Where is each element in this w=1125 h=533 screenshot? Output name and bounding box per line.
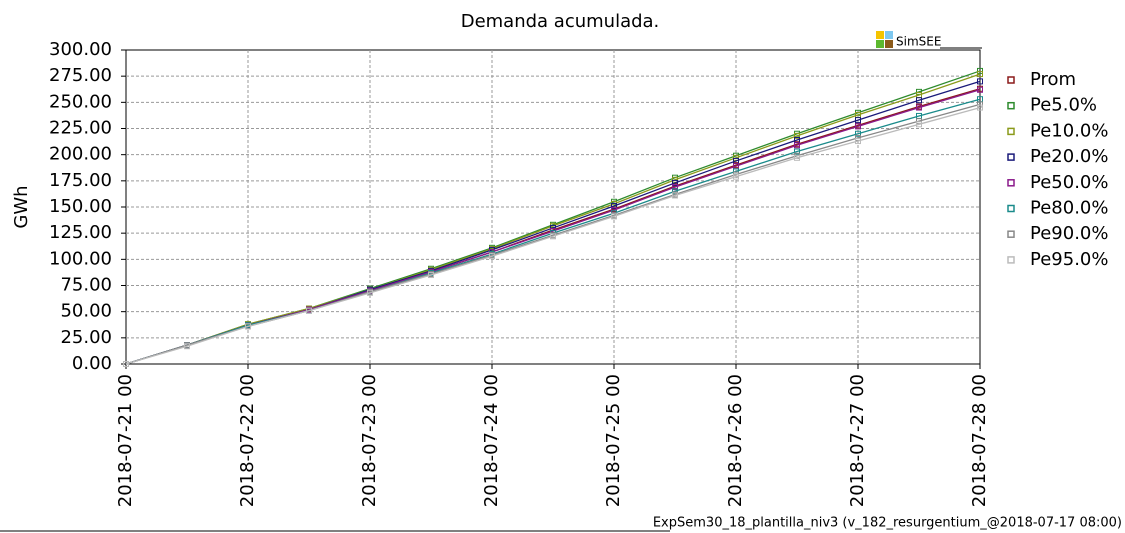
y-tick-label: 150.00	[49, 196, 112, 217]
legend-label: Pe20.0%	[1030, 146, 1108, 167]
point-marker	[611, 213, 617, 220]
series-line	[125, 70, 981, 365]
point-marker	[855, 117, 861, 124]
logo-square	[876, 31, 884, 39]
logo-square	[885, 40, 893, 48]
y-tick-label: 225.00	[49, 118, 112, 139]
legend-marker	[1007, 101, 1015, 110]
point-marker	[855, 138, 861, 145]
point-marker	[245, 323, 251, 330]
point-marker	[794, 154, 800, 161]
point-marker	[977, 101, 983, 108]
point-marker	[672, 192, 678, 199]
y-tick-label: 50.00	[60, 301, 112, 322]
point-marker	[916, 121, 922, 128]
y-tick-label: 25.00	[60, 327, 112, 348]
point-marker	[123, 361, 129, 367]
point-marker	[489, 253, 495, 260]
point-marker	[977, 104, 983, 111]
x-tick-label: 2018-07-26 00	[725, 374, 746, 507]
legend-label: Pe5.0%	[1030, 95, 1097, 116]
point-marker	[672, 179, 678, 186]
point-marker	[794, 132, 800, 139]
logo-square	[885, 31, 893, 39]
point-marker	[672, 184, 678, 191]
legend-label: Pe80.0%	[1030, 198, 1108, 219]
legend-label: Pe95.0%	[1030, 249, 1108, 270]
legend-label: Pe90.0%	[1030, 223, 1108, 244]
legend-label: Prom	[1030, 69, 1076, 90]
footer: ExpSem30_18_plantilla_niv3 (v_182_resurg…	[653, 516, 1122, 531]
point-marker	[977, 86, 983, 93]
point-marker	[794, 142, 800, 149]
legend-label: Pe10.0%	[1030, 120, 1108, 141]
point-marker	[916, 104, 922, 111]
y-tick-label: 250.00	[49, 91, 112, 112]
x-tick-label: 2018-07-23 00	[359, 374, 380, 507]
x-tick-label: 2018-07-27 00	[847, 374, 868, 507]
y-tick-label: 125.00	[49, 222, 112, 243]
x-tick-label: 2018-07-25 00	[603, 374, 624, 507]
logo-text: SimSEE	[896, 35, 941, 49]
x-tick-label: 2018-07-24 00	[481, 374, 502, 507]
series-line	[125, 106, 981, 365]
logo-square	[876, 40, 884, 48]
legend-label: Pe50.0%	[1030, 172, 1108, 193]
x-tick-label: 2018-07-28 00	[969, 374, 990, 507]
point-marker	[794, 148, 800, 155]
logo: SimSEE	[876, 31, 982, 49]
y-tick-label: 200.00	[49, 144, 112, 165]
point-marker	[733, 173, 739, 180]
y-tick-label: 300.00	[49, 39, 112, 60]
point-marker	[916, 97, 922, 104]
point-marker	[855, 123, 861, 130]
y-axis-label: GWh	[11, 185, 32, 228]
point-marker	[184, 343, 190, 350]
point-marker	[550, 233, 556, 240]
y-tick-label: 0.00	[72, 353, 112, 374]
series-line	[125, 73, 981, 365]
point-marker	[977, 71, 983, 78]
point-marker	[855, 130, 861, 137]
y-tick-label: 275.00	[49, 65, 112, 86]
point-marker	[977, 67, 983, 74]
point-marker	[306, 307, 312, 314]
point-marker	[611, 202, 617, 209]
legend-marker	[1007, 230, 1015, 238]
chart-title: Demanda acumulada.	[461, 11, 660, 32]
legend-marker	[1007, 256, 1015, 264]
point-marker	[428, 272, 434, 279]
y-tick-label: 75.00	[60, 275, 112, 296]
legend-marker	[1007, 127, 1015, 136]
y-tick-label: 100.00	[49, 248, 112, 269]
x-tick-label: 2018-07-22 00	[237, 374, 258, 507]
x-tick-label: 2018-07-21 00	[115, 374, 136, 507]
legend-marker	[1007, 153, 1015, 161]
legend-marker	[1007, 76, 1015, 84]
legend-marker	[1007, 179, 1015, 187]
point-marker	[977, 78, 983, 85]
legend-marker	[1007, 204, 1015, 213]
y-tick-label: 175.00	[49, 170, 112, 191]
point-marker	[367, 289, 373, 296]
